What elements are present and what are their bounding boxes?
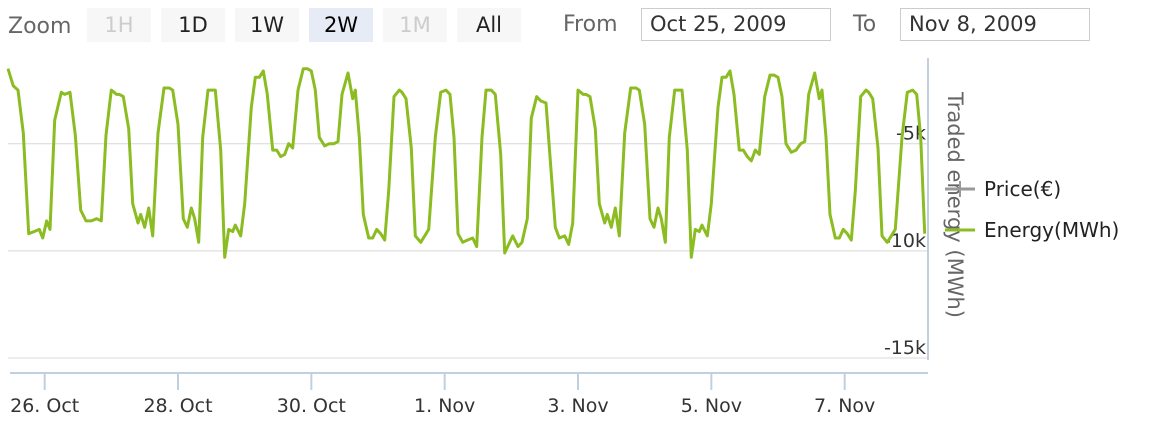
zoom-button-label: 1W xyxy=(249,13,285,37)
zoom-button-1w[interactable]: 1W xyxy=(235,8,299,42)
zoom-button-1d[interactable]: 1D xyxy=(161,8,225,42)
x-tick-label: 26. Oct xyxy=(10,395,79,417)
zoom-button-label: 2W xyxy=(323,13,359,37)
x-tick-label: 30. Oct xyxy=(277,395,346,417)
to-date-input[interactable]: Nov 8, 2009 xyxy=(900,8,1090,41)
y-axis-ticks: -5k-10k-15k xyxy=(884,123,926,359)
x-tick-label: 1. Nov xyxy=(414,395,475,417)
y-tick-label: -15k xyxy=(884,337,926,359)
x-tick-label: 7. Nov xyxy=(814,395,875,417)
to-label: To xyxy=(853,12,877,37)
zoom-button-label: 1D xyxy=(178,13,208,37)
legend-item-price[interactable]: Price(€) xyxy=(945,177,1061,201)
zoom-button-1m[interactable]: 1M xyxy=(383,8,447,42)
from-date-input[interactable]: Oct 25, 2009 xyxy=(641,8,831,41)
from-label: From xyxy=(563,12,618,37)
y-tick-label: -10k xyxy=(884,230,926,252)
x-tick-label: 3. Nov xyxy=(547,395,608,417)
zoom-label: Zoom xyxy=(8,14,72,39)
series-line-energy[interactable] xyxy=(6,67,927,259)
range-selector-toolbar: Zoom 1H 1D 1W 2W 1M All From Oct 25, 200… xyxy=(0,0,1157,52)
zoom-button-label: 1M xyxy=(399,13,431,37)
x-axis-ticks: 26. Oct 28. Oct 30. Oct 1. Nov 3. Nov 5. Nov 7… xyxy=(10,373,875,417)
zoom-button-1h[interactable]: 1H xyxy=(87,8,151,42)
zoom-button-all[interactable]: All xyxy=(457,8,521,42)
zoom-button-label: All xyxy=(475,13,503,37)
legend-label-price: Price(€) xyxy=(984,177,1061,201)
zoom-button-2w[interactable]: 2W xyxy=(309,8,373,42)
grid-lines xyxy=(8,143,928,359)
legend-item-energy[interactable]: Energy(MWh) xyxy=(945,218,1119,242)
x-tick-label: 5. Nov xyxy=(681,395,742,417)
legend: Price(€) Energy(MWh) xyxy=(945,177,1119,242)
y-axis-title: Traded energy (MWh) xyxy=(943,91,967,318)
x-tick-label: 28. Oct xyxy=(143,395,212,417)
legend-label-energy: Energy(MWh) xyxy=(984,218,1119,242)
zoom-button-label: 1H xyxy=(104,13,134,37)
